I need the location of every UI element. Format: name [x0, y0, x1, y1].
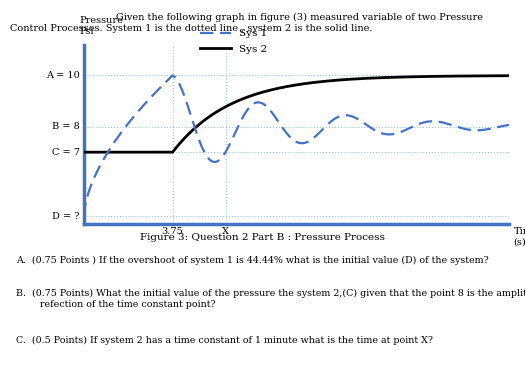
Text: C.  (0.5 Points) If system 2 has a time constant of 1 minute what is the time at: C. (0.5 Points) If system 2 has a time c…: [16, 336, 433, 345]
Text: X: X: [222, 227, 229, 236]
Text: B.  (0.75 Points) What the initial value of the pressure the system 2,(C) given : B. (0.75 Points) What the initial value …: [16, 289, 525, 308]
Text: Given the following graph in figure (3) measured variable of two Pressure: Given the following graph in figure (3) …: [116, 13, 483, 22]
Text: 3.75: 3.75: [162, 227, 183, 236]
Text: C = 7: C = 7: [52, 148, 80, 157]
Text: D = ?: D = ?: [52, 211, 80, 220]
Text: Control Processes. System 1 is the dotted line , system 2 is the solid line.: Control Processes. System 1 is the dotte…: [10, 24, 373, 33]
Text: Pressure
Psi: Pressure Psi: [80, 16, 123, 36]
Text: A.  (0.75 Points ) If the overshoot of system 1 is 44.44% what is the initial va: A. (0.75 Points ) If the overshoot of sy…: [16, 256, 488, 264]
Text: Time
(s): Time (s): [513, 228, 525, 247]
Text: Figure 3: Question 2 Part B : Pressure Process: Figure 3: Question 2 Part B : Pressure P…: [140, 233, 385, 242]
Text: A = 10: A = 10: [46, 71, 80, 80]
Legend: Sys 1, Sys 2: Sys 1, Sys 2: [195, 25, 272, 58]
Text: B = 8: B = 8: [52, 122, 80, 131]
